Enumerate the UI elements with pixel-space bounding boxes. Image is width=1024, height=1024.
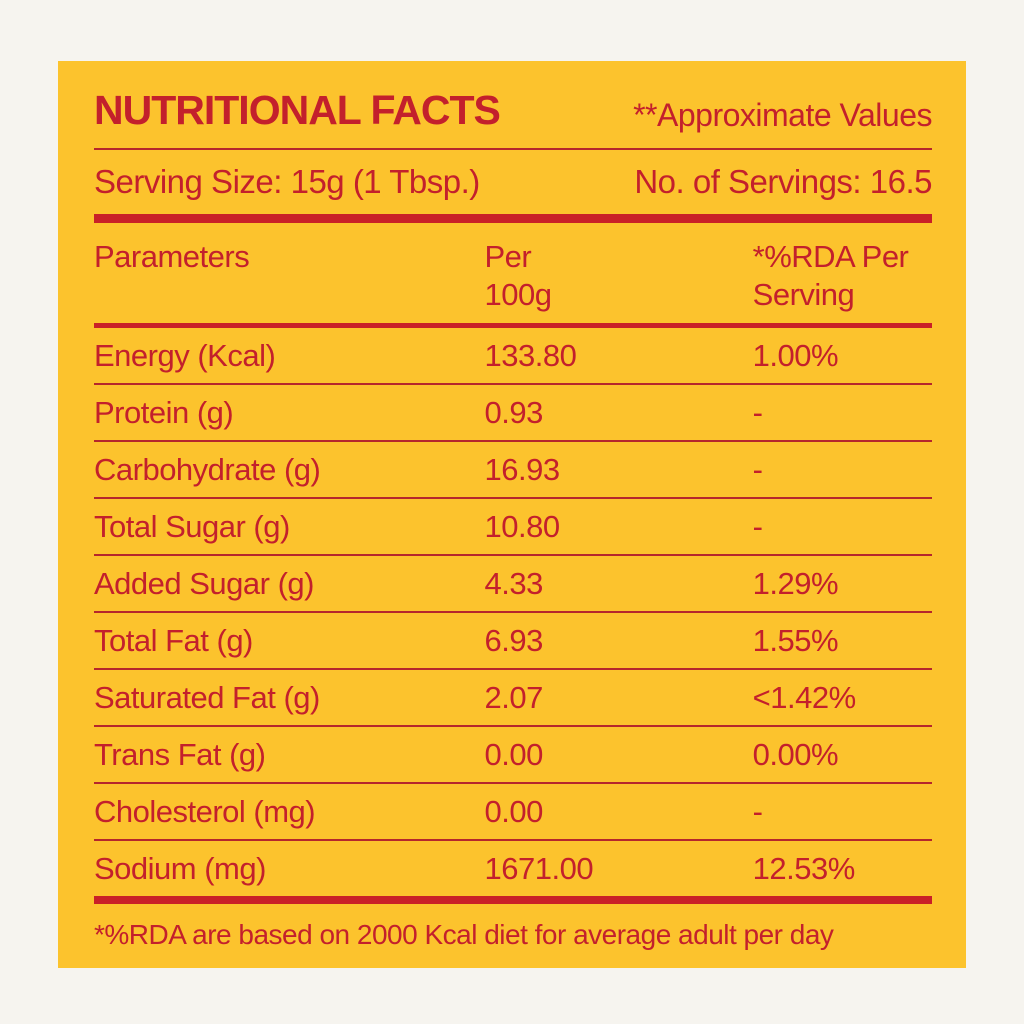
cell-per-100g: 0.93: [484, 394, 544, 430]
table-body: Energy (Kcal) 133.80 1.00% Protein (g) 0…: [94, 328, 932, 896]
cell-per-100g: 0.00: [484, 736, 544, 772]
cell-per-100g: 16.93: [484, 451, 561, 487]
column-header-rda-per-serving: *%RDA Per Serving: [753, 238, 932, 314]
table-row: Total Sugar (g) 10.80 -: [94, 499, 932, 556]
divider-table-header: [94, 323, 932, 328]
cell-rda-per-serving: 0.00%: [752, 736, 839, 772]
cell-per-100g: 0.00: [484, 793, 544, 829]
cell-rda-per-serving: 1.55%: [752, 622, 839, 658]
cell-rda-per-serving: 1.29%: [752, 565, 839, 601]
cell-parameter: Trans Fat (g): [94, 736, 266, 772]
divider-thick-bottom: [94, 896, 932, 904]
column-header-parameters: Parameters: [94, 238, 485, 276]
approximate-values-note: **Approximate Values: [633, 97, 932, 133]
table-row: Added Sugar (g) 4.33 1.29%: [94, 556, 932, 613]
divider-thick-top: [94, 214, 932, 223]
cell-per-100g: 1671.00: [484, 850, 594, 886]
label-header: NUTRITIONAL FACTS **Approximate Values: [94, 87, 932, 134]
cell-parameter: Carbohydrate (g): [94, 451, 321, 487]
cell-parameter: Cholesterol (mg): [94, 793, 316, 829]
cell-per-100g: 133.80: [484, 337, 577, 373]
cell-rda-per-serving: 12.53%: [752, 850, 856, 886]
cell-per-100g: 4.33: [484, 565, 544, 601]
cell-rda-per-serving: <1.42%: [752, 679, 857, 715]
column-header-per-100g-line1: Per: [484, 239, 532, 274]
cell-rda-per-serving: -: [752, 451, 763, 487]
nutrition-label-panel: NUTRITIONAL FACTS **Approximate Values S…: [58, 61, 966, 968]
cell-per-100g: 2.07: [484, 679, 544, 715]
cell-parameter: Protein (g): [94, 394, 234, 430]
table-row: Energy (Kcal) 133.80 1.00%: [94, 328, 932, 385]
table-header: Parameters Per 100g *%RDA Per Serving: [94, 238, 932, 314]
table-row: Saturated Fat (g) 2.07 <1.42%: [94, 670, 932, 727]
table-row: Trans Fat (g) 0.00 0.00%: [94, 727, 932, 784]
cell-parameter: Energy (Kcal): [94, 337, 276, 373]
cell-per-100g: 6.93: [484, 622, 544, 658]
table-row: Sodium (mg) 1671.00 12.53%: [94, 841, 932, 896]
table-row: Total Fat (g) 6.93 1.55%: [94, 613, 932, 670]
column-header-per-100g-line2: 100g: [484, 277, 552, 312]
servings-count: No. of Servings: 16.5: [634, 163, 932, 200]
serving-size: Serving Size: 15g (1 Tbsp.): [94, 163, 480, 200]
divider-thin-header: [94, 148, 932, 150]
label-content: NUTRITIONAL FACTS **Approximate Values S…: [58, 61, 966, 951]
cell-parameter: Sodium (mg): [94, 850, 266, 886]
column-header-parameters-line1: Parameters: [94, 239, 250, 274]
cell-rda-per-serving: -: [752, 793, 763, 829]
table-row: Cholesterol (mg) 0.00 -: [94, 784, 932, 841]
cell-parameter: Total Fat (g): [94, 622, 253, 658]
cell-rda-per-serving: -: [752, 508, 763, 544]
table-row: Carbohydrate (g) 16.93 -: [94, 442, 932, 499]
cell-rda-per-serving: 1.00%: [752, 337, 839, 373]
rda-footnote: *%RDA are based on 2000 Kcal diet for av…: [94, 919, 834, 950]
column-header-rda-line1: *%RDA Per: [752, 239, 909, 274]
serving-info: Serving Size: 15g (1 Tbsp.) No. of Servi…: [94, 163, 932, 201]
cell-parameter: Saturated Fat (g): [94, 679, 320, 715]
label-title: NUTRITIONAL FACTS: [94, 87, 501, 133]
cell-per-100g: 10.80: [484, 508, 561, 544]
table-row: Protein (g) 0.93 -: [94, 385, 932, 442]
cell-parameter: Added Sugar (g): [94, 565, 314, 601]
column-header-rda-line2: Serving: [752, 277, 855, 312]
cell-rda-per-serving: -: [752, 394, 763, 430]
cell-parameter: Total Sugar (g): [94, 508, 290, 544]
column-header-per-100g: Per 100g: [485, 238, 753, 314]
